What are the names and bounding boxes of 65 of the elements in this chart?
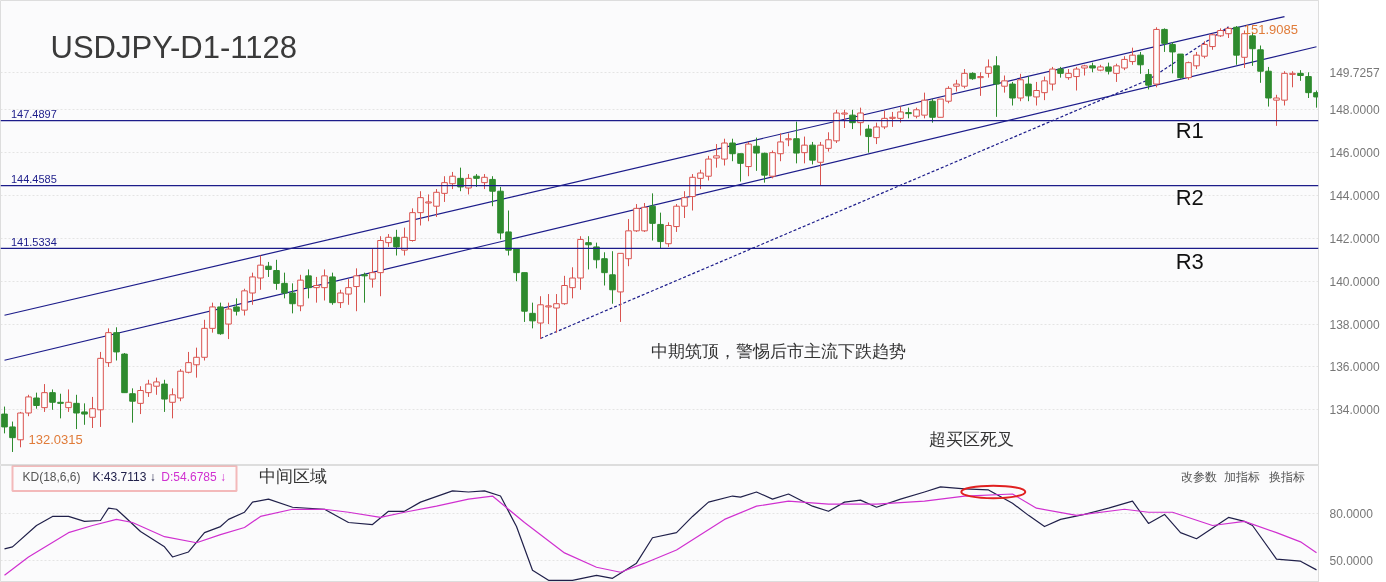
y-tick-label: 142.0000 <box>1329 231 1380 246</box>
ref-line-label: 141.5334 <box>10 235 57 248</box>
candlestick <box>1009 81 1016 106</box>
annotation: 超买区死叉 <box>929 430 1015 450</box>
candlestick <box>1249 32 1256 67</box>
candlestick <box>809 141 816 165</box>
y-tick-label: 50.0000 <box>1329 553 1374 568</box>
candlestick <box>801 136 808 164</box>
annotation: 换指标 <box>1269 469 1306 484</box>
candlestick <box>649 192 656 241</box>
annotation: R3 <box>1175 248 1204 274</box>
annotation: 132.0315 <box>28 432 83 448</box>
candlestick <box>1017 73 1024 102</box>
candlestick <box>305 268 312 299</box>
candlestick <box>857 107 864 136</box>
annotation: R1 <box>1175 118 1204 144</box>
candlestick <box>793 121 800 164</box>
candlestick <box>25 394 32 417</box>
candlestick <box>929 98 936 124</box>
y-tick-label: 144.0000 <box>1329 189 1380 203</box>
annotation: 中间区域 <box>258 467 327 487</box>
candlestick <box>609 250 616 305</box>
candlestick <box>657 212 664 249</box>
candlestick <box>985 58 992 79</box>
candlestick <box>865 124 872 154</box>
candlestick <box>977 71 984 97</box>
y-tick-label: 138.0000 <box>1329 317 1380 332</box>
ref-line-label: 147.4897 <box>10 108 57 121</box>
candlestick <box>1177 53 1184 80</box>
annotation: 151.9085 <box>1243 22 1298 38</box>
candlestick <box>361 272 368 304</box>
y-tick-label: 146.0000 <box>1329 146 1380 161</box>
candlestick <box>745 141 752 177</box>
candlestick <box>161 379 168 413</box>
candlestick <box>289 282 296 314</box>
chart-title: KD(18,6,6) <box>22 469 81 484</box>
y-tick-label: 140.0000 <box>1329 274 1380 289</box>
candlestick <box>129 387 136 424</box>
candlestick <box>529 302 536 329</box>
annotation: 改参数 <box>1180 469 1217 484</box>
annotation: 加指标 <box>1223 469 1260 484</box>
y-tick-label: 148.0000 <box>1329 103 1380 118</box>
annotation: 中期筑顶，警惕后市主流下跌趋势 <box>650 342 906 362</box>
text: D:54.6785 ↓ <box>161 469 227 484</box>
candlestick <box>1145 68 1152 90</box>
candlestick <box>1169 41 1176 74</box>
y-tick-label: 136.0000 <box>1329 360 1380 375</box>
y-tick-label: 149.7257 <box>1329 66 1380 81</box>
ref-line-label: 144.4585 <box>10 173 57 186</box>
candlestick <box>353 267 360 312</box>
text: USDJPY-D1-1128 <box>50 30 297 66</box>
annotation: R2 <box>1175 184 1204 210</box>
candlestick <box>1161 27 1168 53</box>
candlestick <box>585 235 592 270</box>
candlestick <box>393 229 400 256</box>
text: K:43.7113 ↓ <box>92 469 156 484</box>
candlestick <box>65 388 72 413</box>
candlestick <box>993 55 1000 118</box>
y-tick-label: 80.0000 <box>1329 506 1374 521</box>
candlestick <box>41 383 48 413</box>
candlestick <box>1137 51 1144 75</box>
candlestick <box>113 326 120 361</box>
candlestick <box>1025 76 1032 102</box>
candlestick <box>225 302 232 340</box>
y-tick-label: 134.0000 <box>1329 403 1380 418</box>
